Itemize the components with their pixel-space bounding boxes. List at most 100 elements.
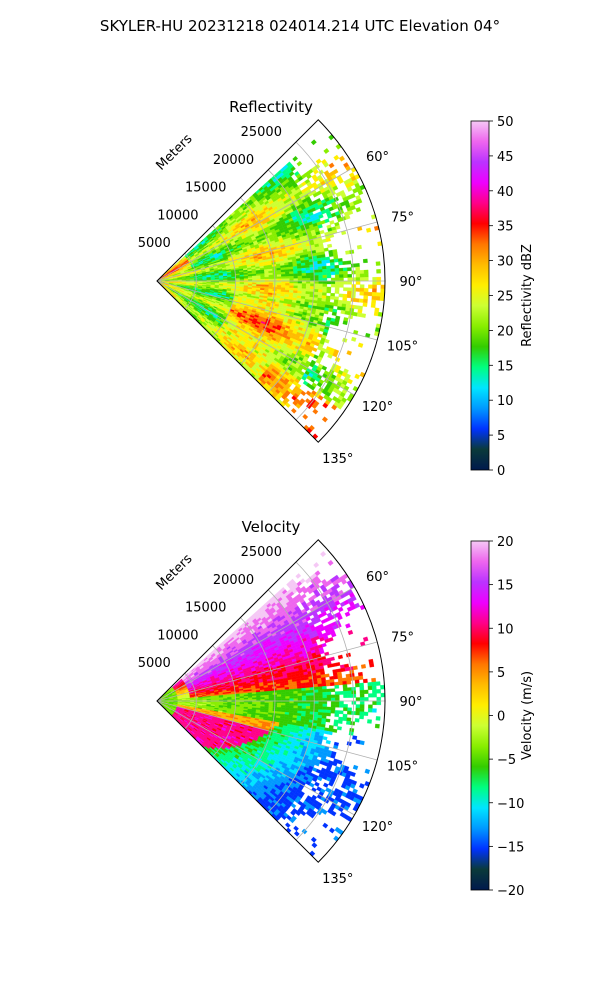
radar-gate [313,266,319,271]
radar-gate [364,277,369,282]
radar-gate [305,267,311,271]
colorbar-scale [470,120,490,471]
radar-gate [355,207,362,213]
radar-gate [326,289,332,294]
radar-gate [343,280,348,285]
radar-gate [359,284,365,289]
radar-gate [347,277,352,282]
radar-gate [314,280,319,284]
radial-tick-label: 25000 [241,125,282,140]
radar-gate [313,291,319,296]
radar-gate [276,285,282,288]
radar-gate [305,286,311,290]
radar-gate [334,268,340,272]
radar-gate [359,273,365,278]
radar-gate [290,166,296,172]
radar-gate [351,336,357,342]
radar-gate [239,277,245,280]
radar-gate [322,274,328,279]
radar-gate [306,278,311,282]
radar-gate [318,269,323,273]
radar-gate [297,268,302,272]
colorbar-tick-label: 15 [497,359,514,374]
radar-gate [336,306,342,311]
radar-gate [353,305,359,310]
radar-gate [301,283,307,287]
colorbar-tick-label: 50 [497,115,514,130]
radar-gate [325,259,331,264]
radar-gate [293,273,299,277]
radar-gate [302,413,309,420]
radar-gate [372,280,377,285]
radar-gate [264,282,270,286]
radar-gate [280,271,286,275]
radar-gate [297,283,303,287]
radar-gate [359,291,365,296]
radial-tick-label: 5000 [138,236,171,251]
radar-gate [322,292,327,296]
radar-gate [347,267,352,272]
radar-gate [281,283,286,286]
radar-gate [313,562,320,568]
colorbar-tick-label: 5 [497,429,505,444]
radar-gate [313,289,319,293]
radar-gate [285,273,290,277]
radar-gate [297,288,303,292]
radar-gate [301,285,307,289]
radar-gate [330,268,336,273]
radar-gate [301,273,307,277]
azimuth-tick-label: 105° [387,340,418,355]
radar-gate [334,274,340,279]
radar-gate [293,285,299,289]
radar-gate [301,270,307,274]
radar-gate [343,270,348,275]
radar-gate [347,280,352,285]
radar-gate [359,277,365,282]
panel-title: Velocity [242,518,301,536]
radar-gate [268,276,274,280]
radial-axis-label: Meters [154,131,196,173]
radar-gate [247,277,253,280]
radar-gate [371,299,377,305]
radar-gate [368,284,373,289]
radar-gate [372,284,377,289]
radar-gate [318,214,324,219]
radar-gate [295,573,302,579]
radar-gate [358,298,364,303]
radar-gate [339,274,344,278]
radar-gate [373,311,379,317]
radar-gate [305,288,311,292]
radar-gate [281,276,286,279]
radar-gate [363,288,369,293]
radar-gate [335,280,340,285]
radar-gate [330,265,335,270]
radar-gate [322,280,328,285]
radar-gate [331,311,337,316]
radar-gate [328,162,335,169]
radar-gate [329,262,335,266]
radar-gate [333,154,340,161]
radar-gate [264,276,270,280]
radar-gate [347,290,352,295]
radar-gate [323,247,329,252]
radar-gate [354,298,360,303]
radar-gate [338,155,345,162]
radar-gate [344,310,350,316]
radar-gate [328,252,334,257]
radar-gate [329,296,335,300]
radar-gate [305,275,311,279]
colorbar-tick-label: 35 [497,220,514,235]
radar-gate [305,272,311,276]
radar-gate [317,292,323,296]
radar-gate [314,286,319,290]
radar-gate [289,273,294,277]
radar-gate [326,286,332,291]
radar-gates [156,550,386,857]
radar-gate [312,408,319,415]
radar-gate [363,291,369,296]
radar-gate [313,263,319,268]
radar-gate [338,267,344,272]
radar-gate [352,311,358,317]
radar-gate [293,271,298,274]
radar-gate [318,277,323,282]
